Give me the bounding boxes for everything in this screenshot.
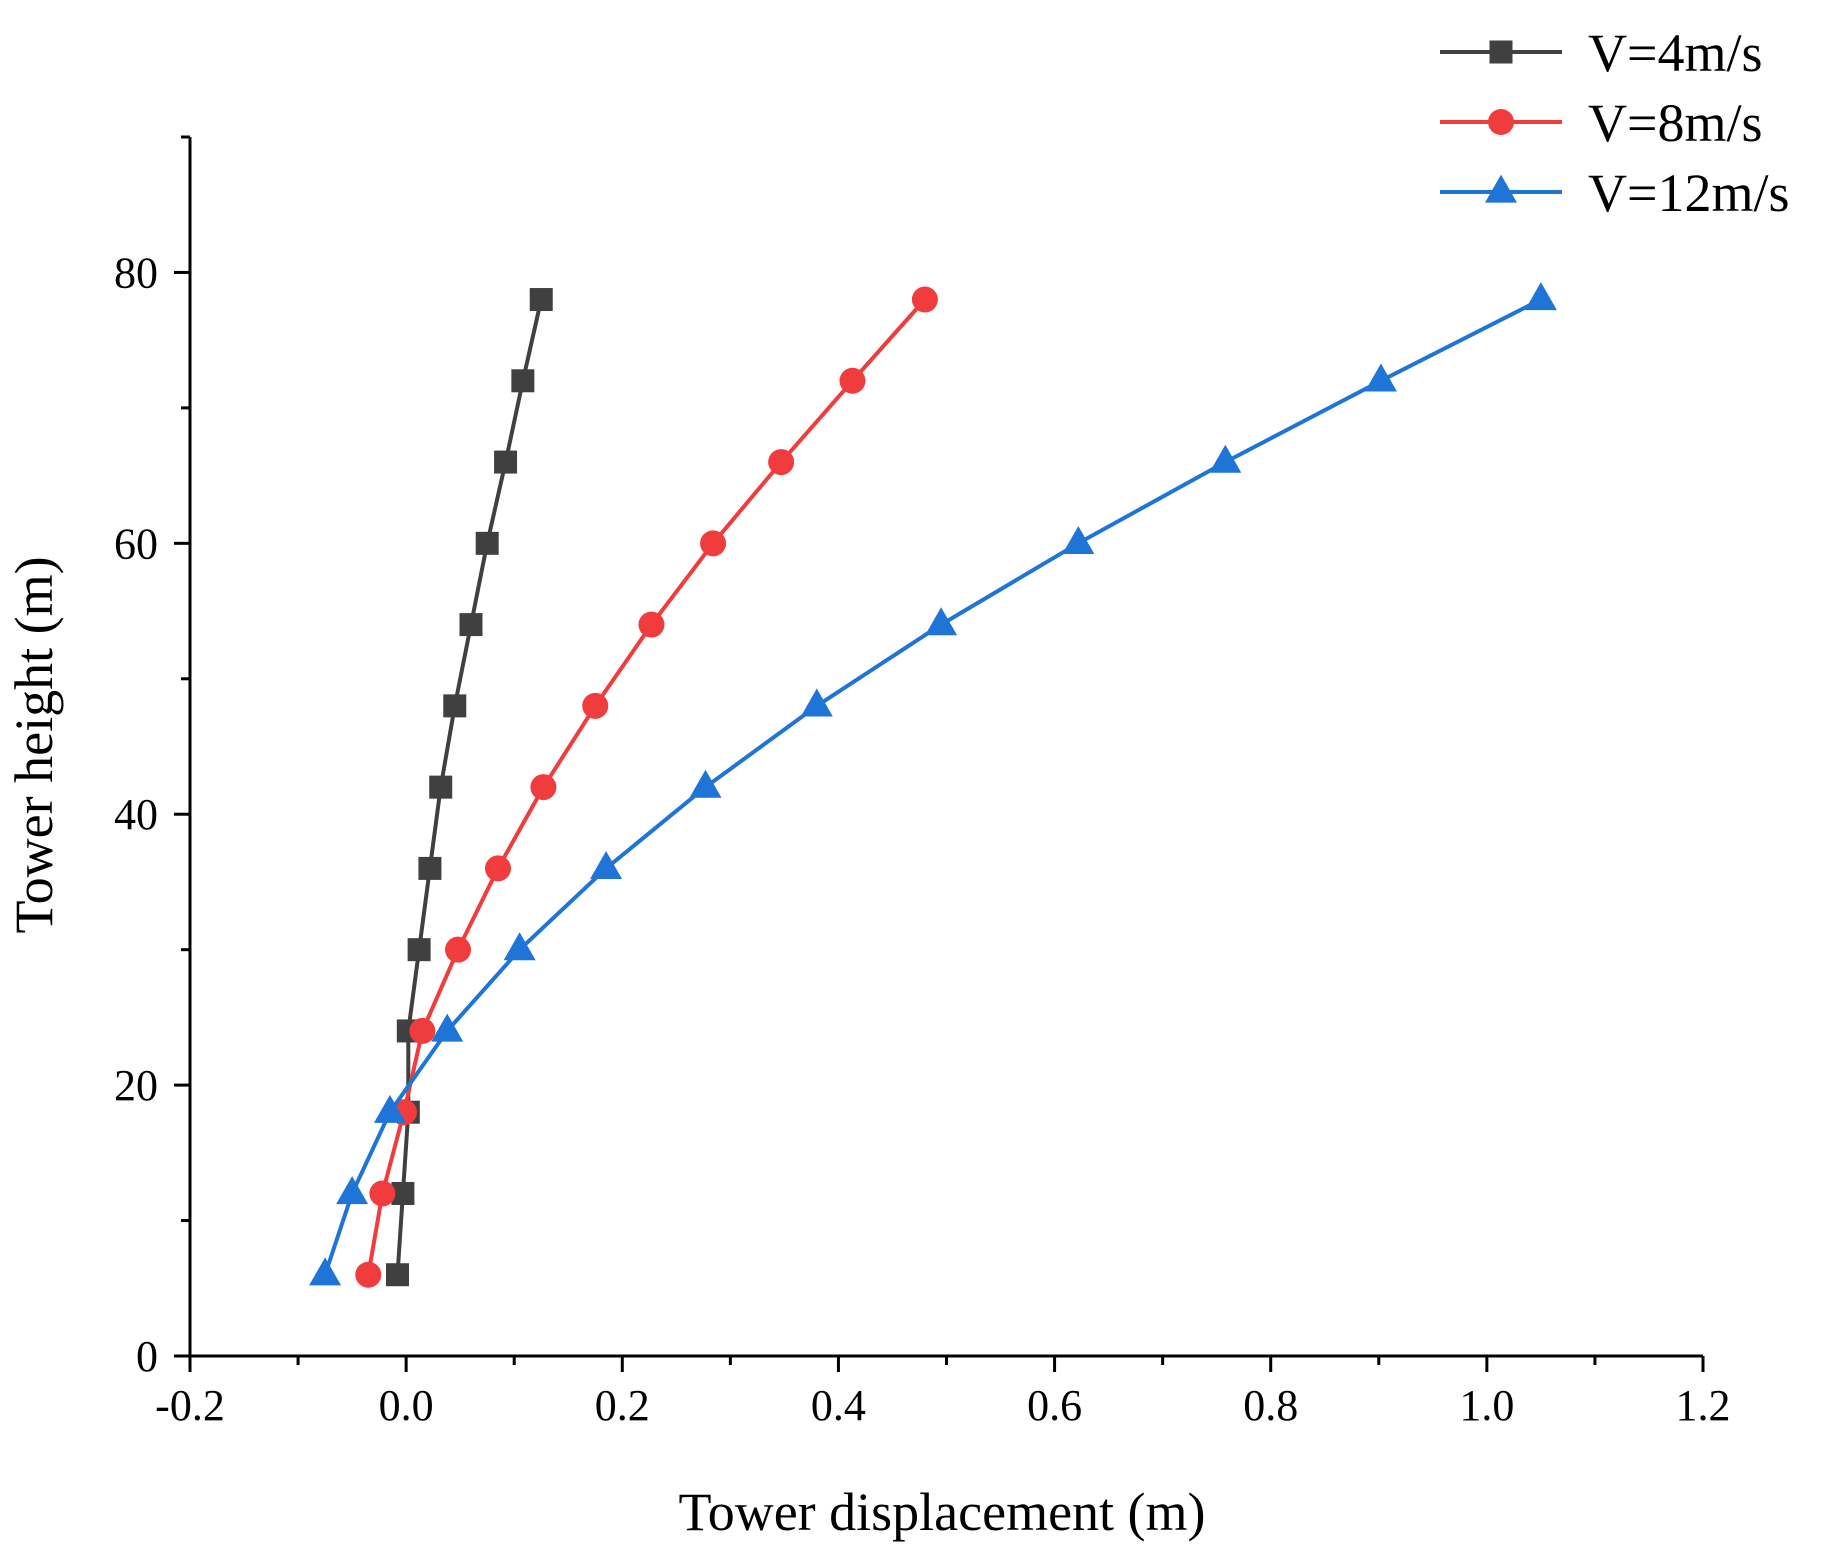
data-point <box>1364 363 1397 392</box>
x-tick-label: 0.6 <box>1027 1381 1082 1430</box>
data-point <box>369 1180 396 1207</box>
data-point <box>475 531 499 555</box>
data-point <box>409 1017 436 1044</box>
data-point <box>925 607 958 636</box>
data-point <box>391 1181 415 1205</box>
legend-label: V=12m/s <box>1588 163 1789 223</box>
data-point <box>407 938 431 962</box>
data-point <box>459 613 483 637</box>
legend-label: V=4m/s <box>1588 23 1762 83</box>
data-point <box>800 688 833 717</box>
x-tick-label: 1.2 <box>1676 1381 1731 1430</box>
data-point <box>1062 525 1095 554</box>
data-point <box>373 1094 406 1123</box>
data-point <box>911 286 938 313</box>
series-layer <box>309 282 1557 1288</box>
data-point <box>511 369 535 393</box>
data-point <box>336 1176 369 1205</box>
x-tick-label: 0.4 <box>811 1381 866 1430</box>
data-point <box>529 288 553 312</box>
legend-entry: V=4m/s <box>1440 23 1762 83</box>
y-axis: 0 20 40 60 80 <box>114 135 192 1381</box>
data-point <box>700 530 727 557</box>
data-point <box>1524 282 1557 311</box>
data-point <box>503 932 536 961</box>
data-point <box>839 367 866 394</box>
data-point <box>530 774 557 801</box>
data-point <box>445 936 472 963</box>
data-point <box>355 1261 382 1288</box>
y-axis-title: Tower height (m) <box>4 556 64 933</box>
x-axis-title: Tower displacement (m) <box>678 1482 1205 1542</box>
series-1 <box>385 288 553 1287</box>
y-tick-label: 20 <box>114 1061 158 1110</box>
data-point <box>638 611 665 638</box>
x-tick-label: -0.2 <box>155 1381 225 1430</box>
data-point <box>1209 444 1242 473</box>
series-3 <box>309 282 1557 1286</box>
data-point <box>590 851 623 880</box>
data-point <box>582 692 609 719</box>
y-tick-label: 40 <box>114 790 158 839</box>
series-line <box>395 299 544 1275</box>
legend-marker <box>1485 174 1517 203</box>
data-point <box>431 1013 464 1042</box>
y-tick-label: 80 <box>114 248 158 297</box>
data-point <box>385 1263 409 1287</box>
legend-marker <box>1489 40 1513 64</box>
legend-marker <box>1488 109 1514 135</box>
y-tick-label: 60 <box>114 519 158 568</box>
data-point <box>443 694 467 718</box>
x-tick-label: 0.2 <box>595 1381 650 1430</box>
x-axis: -0.2 0.0 0.2 0.4 0.6 0.8 1.0 1.2 <box>155 1354 1731 1430</box>
legend-entry: V=12m/s <box>1440 163 1789 223</box>
series-2 <box>355 286 938 1288</box>
data-point <box>689 769 722 798</box>
data-point <box>429 775 453 799</box>
legend-label: V=8m/s <box>1588 93 1762 153</box>
x-tick-label: 0.8 <box>1243 1381 1298 1430</box>
data-point <box>494 450 518 474</box>
data-point <box>418 856 442 880</box>
x-tick-label: 0.0 <box>379 1381 434 1430</box>
y-tick-label: 0 <box>136 1332 158 1381</box>
legend-entry: V=8m/s <box>1440 93 1762 153</box>
data-point <box>485 855 512 882</box>
data-point <box>309 1257 342 1286</box>
x-tick-label: 1.0 <box>1459 1381 1514 1430</box>
data-point <box>768 449 795 476</box>
legend: V=4m/s V=8m/s V=12m/s <box>1440 23 1789 223</box>
